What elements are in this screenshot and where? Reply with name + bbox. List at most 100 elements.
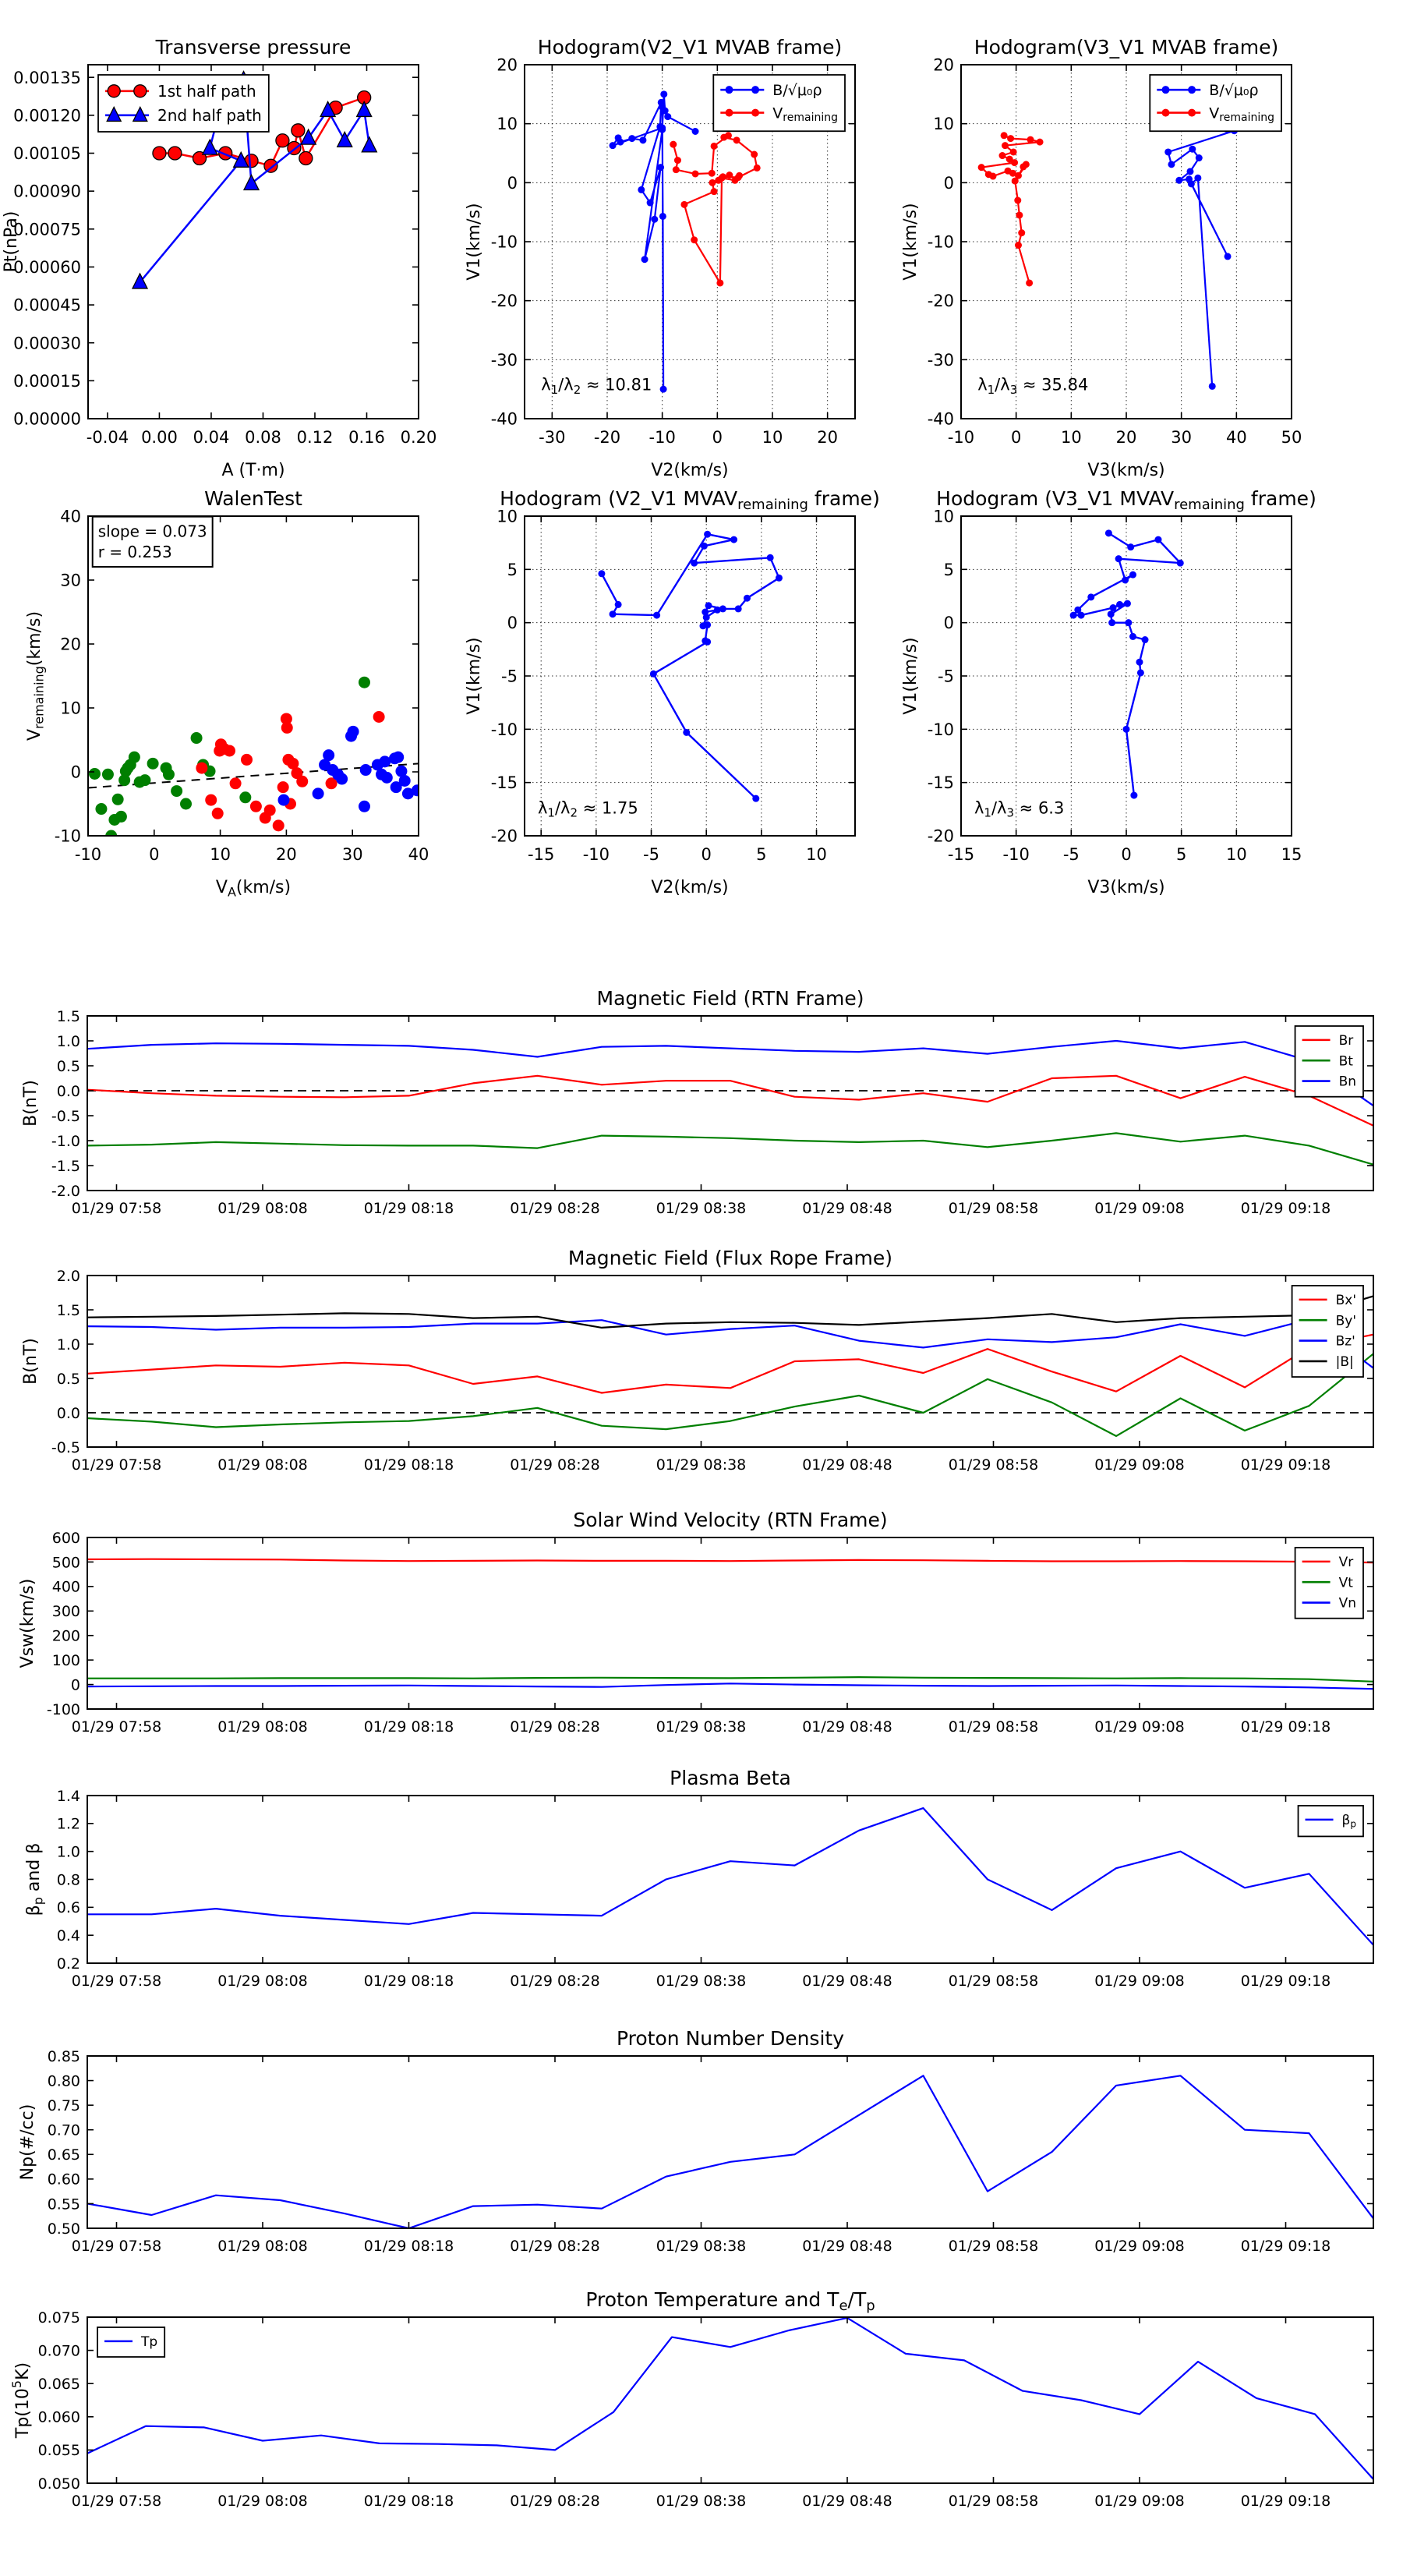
legend-box	[1297, 1805, 1364, 1838]
series-beta-p	[87, 1807, 1374, 1946]
x-tick-label: 5	[756, 845, 766, 864]
legend: 1st half path 2nd half path	[97, 74, 270, 133]
x-tick-label: 01/29 09:08	[1094, 2238, 1185, 2255]
x-tick-label: 01/29 08:38	[656, 1456, 747, 1474]
legend-label: Vremaining	[772, 104, 838, 124]
y-axis-label: V1(km/s)	[465, 203, 484, 280]
y-tick-label: -5	[501, 667, 518, 686]
y-tick-label: -10	[491, 233, 518, 252]
series-bn	[87, 1039, 1374, 1107]
y-tick-label: 0.00000	[13, 410, 81, 429]
chart-title: Magnetic Field (Flux Rope Frame)	[568, 1247, 892, 1269]
legend-box	[1149, 74, 1282, 133]
x-tick-label: 01/29 08:48	[802, 1200, 892, 1217]
series-walen-green	[88, 676, 370, 837]
y-tick-label: 20	[497, 56, 518, 75]
x-tick-label: 30	[342, 845, 363, 864]
y-tick-label: -40	[491, 410, 518, 429]
y-tick-label: 10	[933, 508, 954, 526]
y-tick-label: 0	[507, 174, 518, 193]
y-tick-label: -10	[928, 720, 954, 739]
chart-hodogram-v2v1-mvab: -30 -20 -10 0 10 20 20 10 0 -10 -20 -30 -40 Hodogram(…	[465, 36, 856, 480]
y-tick-label: 0.65	[48, 2146, 80, 2164]
y-tick-label: -30	[928, 351, 954, 370]
series-byp	[87, 1353, 1374, 1438]
series-np	[87, 2075, 1374, 2229]
y-tick-label: 1.0	[57, 1844, 80, 1861]
legend-label: Bx'	[1336, 1293, 1356, 1308]
y-tick-label: 1.0	[57, 1033, 80, 1050]
x-tick-label: 10	[1061, 428, 1082, 447]
x-tick-label: -15	[528, 845, 554, 864]
y-tick-label: 0.50	[48, 2220, 80, 2238]
x-tick-label: -10	[1003, 845, 1030, 864]
chart-title: Proton Number Density	[617, 2027, 844, 2050]
axes-frame	[87, 64, 419, 419]
axes-frame	[87, 2055, 1374, 2229]
axis-ticks: -10 0 10 20 30 40 50 20 10 0 -10 -20 -30 -40	[928, 56, 1302, 447]
chart-title: Hodogram(V2_V1 MVAB frame)	[538, 36, 842, 58]
plot-area	[87, 1295, 1374, 1438]
y-tick-label: -10	[928, 233, 954, 252]
y-axis-label: βp and β	[24, 1843, 45, 1916]
chart-title: Solar Wind Velocity (RTN Frame)	[573, 1509, 887, 1531]
x-tick-label: 10	[762, 428, 783, 447]
x-tick-label: 5	[1176, 845, 1186, 864]
x-tick-label: 01/29 09:18	[1241, 2493, 1331, 2510]
x-tick-label: 15	[1281, 845, 1302, 864]
x-tick-label: 01/29 08:48	[802, 1456, 892, 1474]
chart-magnetic-field-flux-rope: 01/29 07:58 01/29 08:08 01/29 08:18 01/29 0…	[21, 1247, 1374, 1474]
x-tick-label: 01/29 09:18	[1241, 2238, 1331, 2255]
axis-ticks: -30 -20 -10 0 10 20 20 10 0 -10 -20 -30 -40	[491, 56, 855, 447]
axes-frame	[87, 1015, 1374, 1191]
axes-frame	[87, 1275, 1374, 1448]
y-tick-label: 0	[944, 614, 954, 632]
chart-walen-test: -10 0 10 20 30 40 -10 0 10 20 30 40 WalenTest VA(km/s…	[25, 487, 429, 899]
y-tick-label: 0.00090	[13, 182, 81, 201]
y-tick-label: 600	[52, 1530, 80, 1547]
axes-frame	[87, 2316, 1374, 2484]
plot-area	[87, 1558, 1374, 1690]
series-br	[87, 1074, 1374, 1127]
y-tick-label: 0	[944, 174, 954, 193]
y-tick-label: -5	[938, 667, 954, 686]
legend-label: By'	[1336, 1313, 1356, 1329]
y-tick-label: 1.0	[57, 1336, 80, 1353]
legend: βp	[1297, 1805, 1364, 1838]
y-tick-label: 0.00045	[13, 296, 81, 315]
y-tick-label: 20	[60, 635, 81, 654]
y-tick-label: 0.5	[57, 1371, 80, 1388]
legend: Tp	[97, 2327, 166, 2358]
y-tick-label: 0.00060	[13, 258, 81, 277]
x-tick-label: -10	[649, 428, 676, 447]
series-v-remaining	[977, 132, 1044, 287]
x-tick-label: 01/29 08:18	[364, 2493, 454, 2510]
axis-ticks: -15 -10 -5 0 5 10 10 5 0 -5 -10 -15 -20	[491, 508, 855, 864]
x-tick-label: 01/29 08:18	[364, 2238, 454, 2255]
x-tick-label: 20	[276, 845, 297, 864]
y-tick-label: 0.00105	[13, 144, 81, 163]
x-tick-label: 01/29 09:08	[1094, 1200, 1185, 1217]
legend: Br Bt Bn	[1294, 1025, 1364, 1098]
y-tick-label: -0.5	[51, 1439, 80, 1456]
x-tick-label: 0	[702, 845, 712, 864]
y-axis-label: B(nT)	[21, 1080, 41, 1127]
y-tick-label: 0.6	[57, 1899, 80, 1916]
y-tick-label: 200	[52, 1628, 80, 1645]
series-tp	[87, 2316, 1374, 2480]
x-tick-label: 01/29 08:08	[217, 2238, 308, 2255]
chart-title: Magnetic Field (RTN Frame)	[597, 987, 864, 1010]
x-tick-label: 01/29 08:08	[217, 2493, 308, 2510]
x-tick-label: 50	[1281, 428, 1302, 447]
y-tick-label: 0.070	[38, 2342, 80, 2359]
y-tick-label: 0	[507, 614, 518, 632]
legend: Bx' By' Bz' |B|	[1291, 1285, 1364, 1378]
annotation: λ1/λ2 ≈ 10.81	[541, 376, 652, 397]
y-tick-label: -100	[47, 1701, 80, 1718]
x-tick-label: 01/29 08:48	[802, 1718, 892, 1736]
x-tick-label: 01/29 08:38	[656, 2238, 747, 2255]
y-tick-label: 0.00015	[13, 372, 81, 391]
legend-box	[97, 74, 270, 133]
x-axis-label: A (T·m)	[221, 461, 284, 480]
